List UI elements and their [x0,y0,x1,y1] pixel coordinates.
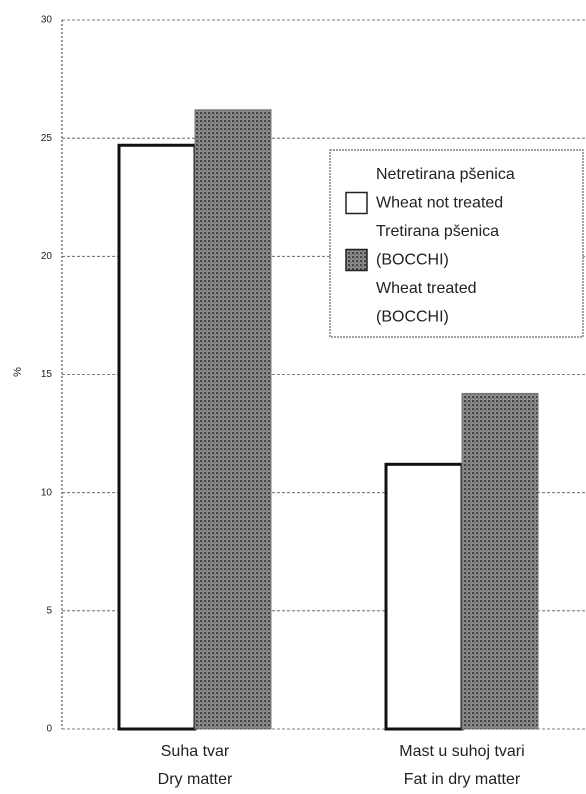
y-axis-label: % [12,367,24,377]
x-tick-label: Fat in dry matter [404,771,521,788]
bar [461,392,539,730]
y-tick-label: 5 [46,605,52,616]
y-tick-label: 0 [46,724,52,735]
x-tick-label: Suha tvar [161,743,230,760]
y-tick-label: 20 [41,251,53,262]
legend-box [329,149,584,338]
legend-label: Wheat treated [376,280,477,297]
y-tick-label: 25 [41,133,53,144]
x-tick-label: Mast u suhoj tvari [399,743,524,760]
legend-swatch [345,248,368,272]
bar [384,462,464,731]
legend-swatch [345,191,368,215]
legend-label: (BOCCHI) [376,252,449,269]
x-tick-label: Dry matter [158,771,233,788]
y-tick-label: 30 [41,15,53,26]
y-tick-label: 15 [41,369,53,380]
bar [194,109,272,730]
y-tick-label: 10 [41,487,53,498]
bar [117,143,197,731]
legend-label: Tretirana pšenica [376,223,499,240]
legend-label: Wheat not treated [376,195,503,212]
legend-label: Netretirana pšenica [376,166,515,183]
legend-label: (BOCCHI) [376,309,449,326]
